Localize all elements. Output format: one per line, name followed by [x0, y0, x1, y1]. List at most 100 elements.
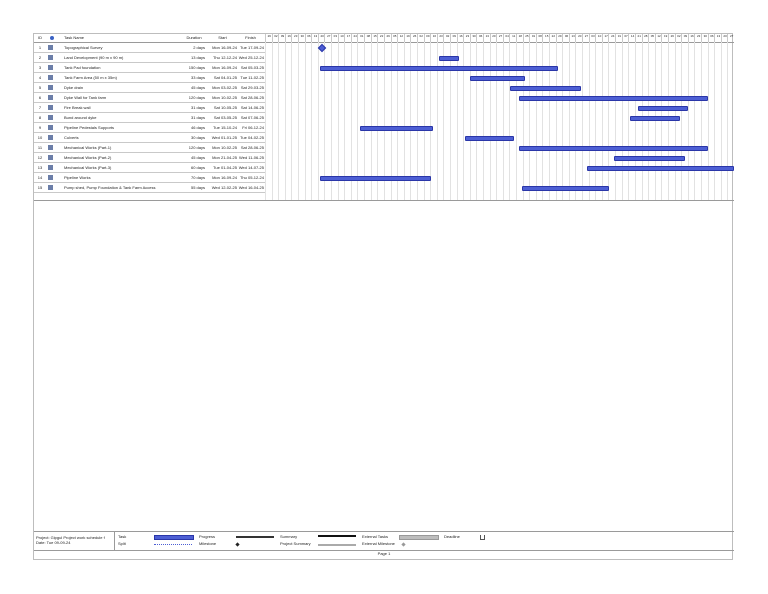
task-start[interactable]: Mon 03-02-25: [212, 85, 237, 90]
task-finish[interactable]: Sat 29-03-25: [240, 85, 264, 90]
task-name[interactable]: Pump shed, Pump Foundation & Tank Farm A…: [64, 185, 156, 190]
task-finish[interactable]: Tue 04-02-25: [240, 135, 264, 140]
table-row[interactable]: 12 Mechanical Works (Part-2) 45 days Mon 21…: [34, 153, 265, 163]
task-duration[interactable]: 45 days: [190, 85, 205, 90]
task-start[interactable]: Tue 01-04-25: [213, 165, 237, 170]
legend-divider: [114, 532, 115, 550]
timescale-label: 27: [496, 34, 504, 42]
task-duration[interactable]: 55 days: [190, 185, 205, 190]
table-row[interactable]: 4 Tank Farm Area (50 m x 35m) 33 days Sat 0…: [34, 73, 265, 83]
task-duration[interactable]: 33 days: [190, 75, 205, 80]
task-finish[interactable]: Sat 28-06-25: [240, 145, 264, 150]
task-duration[interactable]: 120 days: [188, 145, 205, 150]
task-duration[interactable]: 150 days: [188, 65, 205, 70]
task-id: 14: [37, 175, 43, 180]
task-start[interactable]: Mon 16-09-24: [212, 175, 237, 180]
table-row[interactable]: 11 Mechanical Works (Part-1) 120 days Mon 1…: [34, 143, 265, 153]
task-start[interactable]: Wed 01-01-25: [211, 135, 237, 140]
task-bar[interactable]: [519, 96, 708, 101]
task-name[interactable]: Dyke Wall for Tank farm: [64, 95, 107, 100]
task-start[interactable]: Sat 10-05-25: [213, 105, 237, 110]
task-indicator: [48, 93, 56, 103]
task-bar[interactable]: [319, 176, 432, 181]
task-duration[interactable]: 31 days: [190, 105, 205, 110]
task-bar[interactable]: [629, 116, 680, 121]
task-duration[interactable]: 31 days: [190, 115, 205, 120]
task-finish[interactable]: Wed 16-04-25: [238, 185, 264, 190]
task-bar[interactable]: [521, 186, 610, 191]
table-row[interactable]: 5 Dyke drain 45 days Mon 03-02-25 Sat 29-03-…: [34, 83, 265, 93]
table-row[interactable]: 3 Tank Pad foundation 150 days Mon 16-09-24…: [34, 63, 265, 73]
table-row[interactable]: 2 Land Development (90 m x 90 m) 13 days Th…: [34, 53, 265, 63]
grid-line: [278, 42, 280, 200]
table-row[interactable]: 13 Mechanical Works (Part-3) 60 days Tue 01…: [34, 163, 265, 173]
task-finish[interactable]: Wed 25-12-24: [238, 55, 264, 60]
task-bar[interactable]: [438, 56, 460, 61]
task-duration[interactable]: 120 days: [188, 95, 205, 100]
task-name[interactable]: Culverts: [64, 135, 79, 140]
task-finish[interactable]: Tue 17-09-24: [240, 45, 264, 50]
grid-line: [529, 42, 531, 200]
task-finish[interactable]: Sat 05-03-25: [240, 65, 264, 70]
task-name[interactable]: Fire Break wall: [64, 105, 91, 110]
task-finish[interactable]: Wed 11-06-25: [239, 155, 264, 160]
table-row[interactable]: 9 Pipeline Pedestals Supports 46 days Tue 1…: [34, 123, 265, 133]
task-finish[interactable]: Sat 14-06-25: [240, 105, 264, 110]
task-finish[interactable]: Tue 11-02-25: [240, 75, 264, 80]
task-start[interactable]: Mon 16-09-24: [212, 65, 237, 70]
table-row[interactable]: 6 Dyke Wall for Tank farm 120 days Mon 10-0…: [34, 93, 265, 103]
task-finish[interactable]: Fri 06-12-24: [242, 125, 264, 130]
task-start[interactable]: Tue 15-10-24: [213, 125, 237, 130]
task-indicator: [48, 183, 56, 193]
task-name[interactable]: Topographical Survey: [64, 45, 103, 50]
task-start[interactable]: Mon 21-04-25: [212, 155, 237, 160]
task-duration[interactable]: 70 days: [190, 175, 205, 180]
task-name[interactable]: Land Development (90 m x 90 m): [64, 55, 124, 60]
task-bar[interactable]: [509, 86, 582, 91]
table-row[interactable]: 7 Fire Break wall 31 days Sat 10-05-25 Sat 1…: [34, 103, 265, 113]
task-name[interactable]: Pipeline Pedestals Supports: [64, 125, 115, 130]
task-name[interactable]: Tank Pad foundation: [64, 65, 101, 70]
task-bar[interactable]: [638, 106, 689, 111]
timescale-label: 13: [568, 34, 577, 42]
task-duration[interactable]: 30 days: [190, 135, 205, 140]
task-start[interactable]: Mon 10-02-25: [212, 95, 237, 100]
task-bar[interactable]: [319, 66, 558, 71]
task-bar[interactable]: [586, 166, 735, 171]
timescale-label: 04: [502, 34, 511, 42]
task-duration[interactable]: 13 days: [190, 55, 205, 60]
task-bar[interactable]: [519, 146, 708, 151]
task-name[interactable]: Mechanical Works (Part-1): [64, 145, 112, 150]
task-name[interactable]: Mechanical Works (Part-3): [64, 165, 112, 170]
table-row[interactable]: 15 Pump shed, Pump Foundation & Tank Farm…: [34, 183, 265, 193]
table-row[interactable]: 10 Culverts 30 days Wed 01-01-25 Tue 04-02-2…: [34, 133, 265, 143]
task-bar[interactable]: [613, 156, 686, 161]
task-start[interactable]: Mon 10-02-25: [212, 145, 237, 150]
task-start[interactable]: Mon 16-09-24: [212, 45, 237, 50]
task-duration[interactable]: 60 days: [190, 165, 205, 170]
task-bar[interactable]: [360, 126, 434, 131]
task-bar[interactable]: [469, 76, 525, 81]
task-start[interactable]: Sat 04-01-25: [213, 75, 237, 80]
task-name[interactable]: Tank Farm Area (50 m x 35m): [64, 75, 117, 80]
task-finish[interactable]: Sat 28-06-25: [240, 95, 264, 100]
timescale-label: 26: [667, 34, 676, 42]
task-finish[interactable]: Wed 14-07-25: [238, 165, 264, 170]
task-start[interactable]: Sat 03-05-25: [213, 115, 237, 120]
task-duration[interactable]: 46 days: [190, 125, 205, 130]
task-duration[interactable]: 45 days: [190, 155, 205, 160]
table-row[interactable]: 14 Pipeline Works 70 days Mon 16-09-24 Thu 0…: [34, 173, 265, 183]
task-start[interactable]: Thu 12-12-24: [212, 55, 237, 60]
task-start[interactable]: Wed 12-02-25: [211, 185, 237, 190]
table-row[interactable]: 1 Topographical Survey 2 days Mon 16-09-24 T…: [34, 43, 265, 53]
timescale-label: 24: [608, 34, 616, 42]
task-duration[interactable]: 2 days: [193, 45, 205, 50]
task-finish[interactable]: Sat 07-06-25: [240, 115, 264, 120]
task-finish[interactable]: Thu 05-12-24: [239, 175, 264, 180]
task-name[interactable]: Pipeline Works: [64, 175, 91, 180]
task-name[interactable]: Dyke drain: [64, 85, 84, 90]
table-row[interactable]: 8 Bund around dyke 31 days Sat 03-05-25 Sat …: [34, 113, 265, 123]
task-name[interactable]: Bund around dyke: [64, 115, 97, 120]
task-bar[interactable]: [465, 136, 514, 141]
task-name[interactable]: Mechanical Works (Part-2): [64, 155, 112, 160]
